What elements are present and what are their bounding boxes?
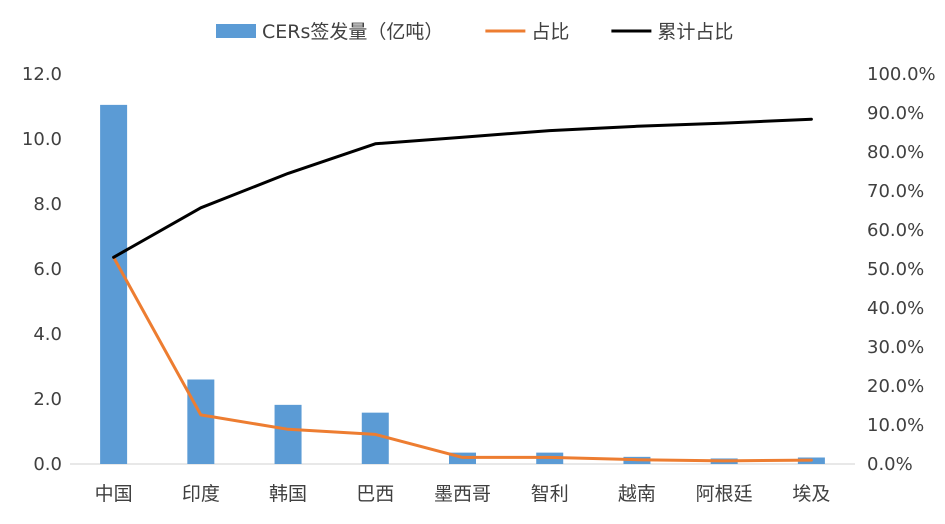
x-category-label: 墨西哥 — [434, 483, 491, 505]
y-right-tick-label: 50.0% — [867, 259, 924, 280]
x-category-label: 中国 — [95, 483, 133, 505]
y-left-tick-label: 12.0 — [22, 64, 62, 85]
y-right-tick-label: 60.0% — [867, 220, 924, 241]
y-left-tick-label: 10.0 — [22, 129, 62, 150]
series-line — [112, 117, 813, 259]
legend: CERs签发量（亿吨） 占比 累计占比 — [216, 21, 733, 43]
bar — [274, 404, 302, 464]
x-category-label: 智利 — [531, 483, 569, 505]
x-category-label: 越南 — [618, 483, 656, 505]
x-category-label: 印度 — [182, 483, 220, 505]
x-category-label: 巴西 — [356, 483, 394, 505]
y-right-tick-label: 80.0% — [867, 142, 924, 163]
x-category-label: 阿根廷 — [696, 483, 753, 505]
y-right-tick-label: 20.0% — [867, 376, 924, 397]
legend-label: 累计占比 — [657, 21, 733, 43]
bar — [100, 104, 128, 464]
y-left-tick-label: 8.0 — [33, 194, 62, 215]
axes: 0.0 2.0 4.0 6.0 8.0 10.0 12.0 0.0% 10.0% 20.0% 30.… — [22, 64, 936, 505]
y-left-tick-label: 2.0 — [33, 389, 62, 410]
y-left-tick-label: 4.0 — [33, 324, 62, 345]
x-category-label: 韩国 — [269, 483, 307, 505]
y-right-tick-label: 10.0% — [867, 415, 924, 436]
y-left-tick-label: 0.0 — [33, 454, 62, 475]
y-right-tick-label: 70.0% — [867, 181, 924, 202]
y-right-tick-label: 40.0% — [867, 298, 924, 319]
y-right-tick-label: 30.0% — [867, 337, 924, 358]
legend-swatch — [216, 24, 256, 38]
x-category-label: 埃及 — [792, 483, 830, 505]
line-series — [112, 117, 813, 463]
bar — [361, 412, 389, 464]
legend-label: 占比 — [531, 21, 569, 43]
y-right-tick-label: 100.0% — [867, 64, 936, 85]
y-left-tick-label: 6.0 — [33, 259, 62, 280]
bar-series — [100, 104, 825, 464]
y-right-tick-label: 90.0% — [867, 103, 924, 124]
series-line — [112, 255, 813, 463]
y-right-tick-label: 0.0% — [867, 454, 913, 475]
bar — [187, 379, 215, 464]
legend-label: CERs签发量（亿吨） — [262, 21, 443, 43]
